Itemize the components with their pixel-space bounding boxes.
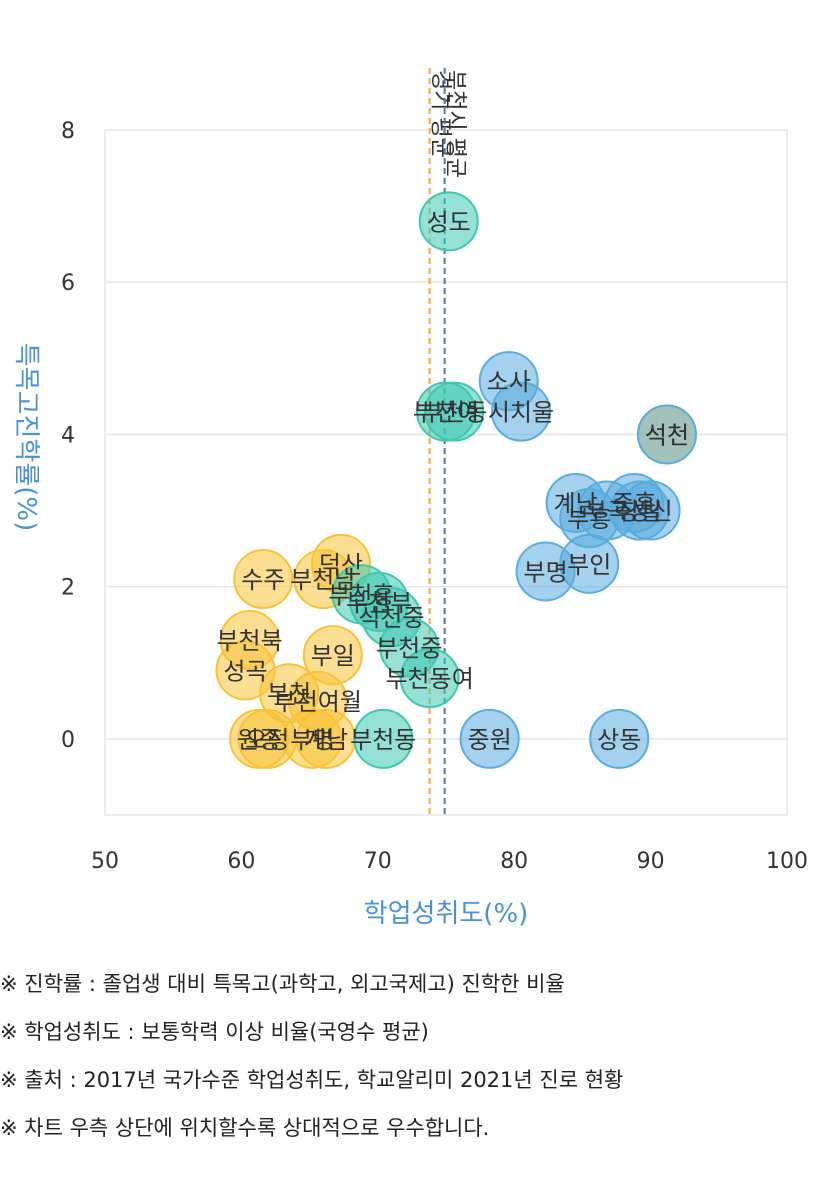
data-point (459, 708, 520, 769)
data-label: 소사 (487, 368, 531, 396)
footnotes: ※ 진학률 : 졸업생 대비 특목고(과학고, 외고국제고) 진학한 비율 ※ … (0, 960, 827, 1152)
data-label: 상일 (618, 498, 662, 526)
data-label: 부천 (267, 680, 311, 708)
y-axis-title: 특목고진학률(%) (11, 343, 41, 532)
x-tick-label: 80 (500, 849, 528, 874)
x-tick-label: 70 (364, 849, 392, 874)
footnote-achievement-definition: ※ 학업성취도 : 보통학력 이상 비율(국영수 평균) (0, 1020, 429, 1044)
data-label: 오정 (245, 726, 289, 754)
axis-ticks: 50 60 70 80 90 100 0 2 4 6 8 (61, 119, 808, 874)
footnote-rate-definition: ※ 진학률 : 졸업생 대비 특목고(과학고, 외고국제고) 진학한 비율 (0, 972, 565, 996)
data-label: 부흥 (567, 505, 611, 533)
reference-line-label: 부천시 평균 (443, 70, 468, 178)
data-point (418, 191, 479, 252)
reference-line-label: 경기 평균 (428, 70, 453, 158)
data-point (491, 381, 552, 442)
data-label: 부명 (523, 558, 567, 586)
data-point (416, 381, 476, 442)
data-label: 석천 (645, 421, 689, 449)
x-tick-label: 60 (227, 849, 255, 874)
x-axis-title: 학업성취도(%) (364, 899, 529, 929)
footnote-source: ※ 출처 : 2017년 국가수준 학업성취도, 학교알리미 2021년 진로 … (0, 1068, 624, 1092)
data-label: 부천흥 (328, 581, 394, 609)
x-tick-label: 50 (91, 849, 119, 874)
data-label: 중원 (468, 726, 512, 754)
data-point (399, 648, 460, 708)
data-label: 시치울 (488, 399, 554, 427)
y-tick-label: 4 (61, 423, 75, 448)
x-tick-label: 90 (637, 849, 665, 874)
data-point (620, 480, 681, 541)
data-point (353, 708, 414, 769)
y-tick-label: 6 (61, 271, 75, 296)
data-point (589, 708, 650, 769)
data-label: 부천여월 (274, 688, 362, 716)
y-tick-label: 8 (61, 119, 75, 144)
data-label: 계남 (304, 726, 348, 754)
data-point (233, 549, 294, 610)
data-label: 상신 (629, 498, 673, 526)
data-label: 성곡 (223, 657, 267, 685)
data-label: 부일 (311, 642, 355, 670)
data-label: 원종 (237, 726, 281, 754)
data-label: 부천중 (376, 635, 442, 663)
data-label: 부천동 (350, 726, 416, 754)
y-tick-label: 2 (61, 576, 75, 601)
data-label: 부천부 (346, 589, 412, 617)
data-label: 석천중 (358, 604, 424, 632)
data-label: 부명 (290, 726, 334, 754)
data-label: 성도 (427, 208, 471, 236)
data-label: 석천 (645, 421, 689, 449)
data-label: 계남 (553, 490, 597, 518)
data-label: 상동 (597, 726, 641, 754)
data-label: 부천동여 (385, 665, 473, 693)
data-label: 부천남 (290, 566, 356, 594)
data-label: 부천여 (413, 399, 479, 427)
data-label: 부천동 (421, 399, 487, 427)
data-points (215, 191, 697, 769)
data-label: 부천북 (216, 627, 282, 655)
data-label: 수주 (241, 566, 285, 594)
data-label: 부곡 (585, 498, 629, 526)
data-label: 덕산 (319, 551, 363, 579)
x-tick-label: 100 (766, 849, 808, 874)
footnote-reading-guide: ※ 차트 우측 상단에 위치할수록 상대적으로 우수합니다. (0, 1116, 490, 1140)
data-label: 부인 (567, 551, 611, 579)
data-label: 중흥 (612, 490, 656, 518)
data-point (515, 541, 576, 602)
data-point (636, 404, 697, 465)
y-tick-label: 0 (61, 728, 75, 753)
